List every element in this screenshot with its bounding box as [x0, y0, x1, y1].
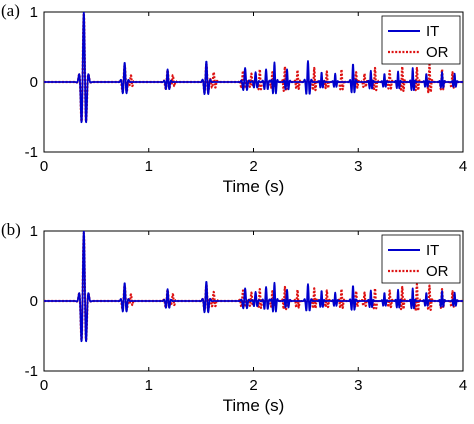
x-tick-label: 2: [249, 158, 257, 175]
x-tick-label: 4: [459, 158, 467, 175]
y-tick-label: -1: [25, 144, 38, 161]
y-tick-label: 0: [30, 74, 38, 91]
y-tick-label: -1: [25, 363, 38, 380]
x-tick-label: 3: [354, 158, 362, 175]
series-line-it: [44, 231, 463, 343]
plot-lines: [44, 231, 463, 343]
x-tick-label: 1: [145, 158, 153, 175]
x-tick-label: 0: [40, 158, 48, 175]
legend-box: [381, 15, 461, 65]
legend-label-it: IT: [426, 242, 439, 259]
y-tick-label: 1: [30, 223, 38, 240]
x-tick-label: 4: [459, 377, 467, 394]
x-axis-label: Time (s): [223, 177, 285, 196]
panel-label: (a): [1, 1, 20, 20]
legend-label-or: OR: [426, 263, 449, 280]
x-tick-label: 3: [354, 377, 362, 394]
y-tick-label: 0: [30, 293, 38, 310]
x-tick-label: 2: [249, 377, 257, 394]
y-tick-label: 1: [30, 4, 38, 21]
panel-label: (b): [1, 220, 21, 239]
legend-label-it: IT: [426, 23, 439, 40]
x-tick-label: 0: [40, 377, 48, 394]
x-axis-label: Time (s): [223, 396, 285, 415]
plot-lines: [44, 12, 463, 124]
legend-label-or: OR: [426, 44, 449, 61]
x-tick-label: 1: [145, 377, 153, 394]
legend-box: [381, 234, 461, 284]
series-line-it: [44, 12, 463, 124]
